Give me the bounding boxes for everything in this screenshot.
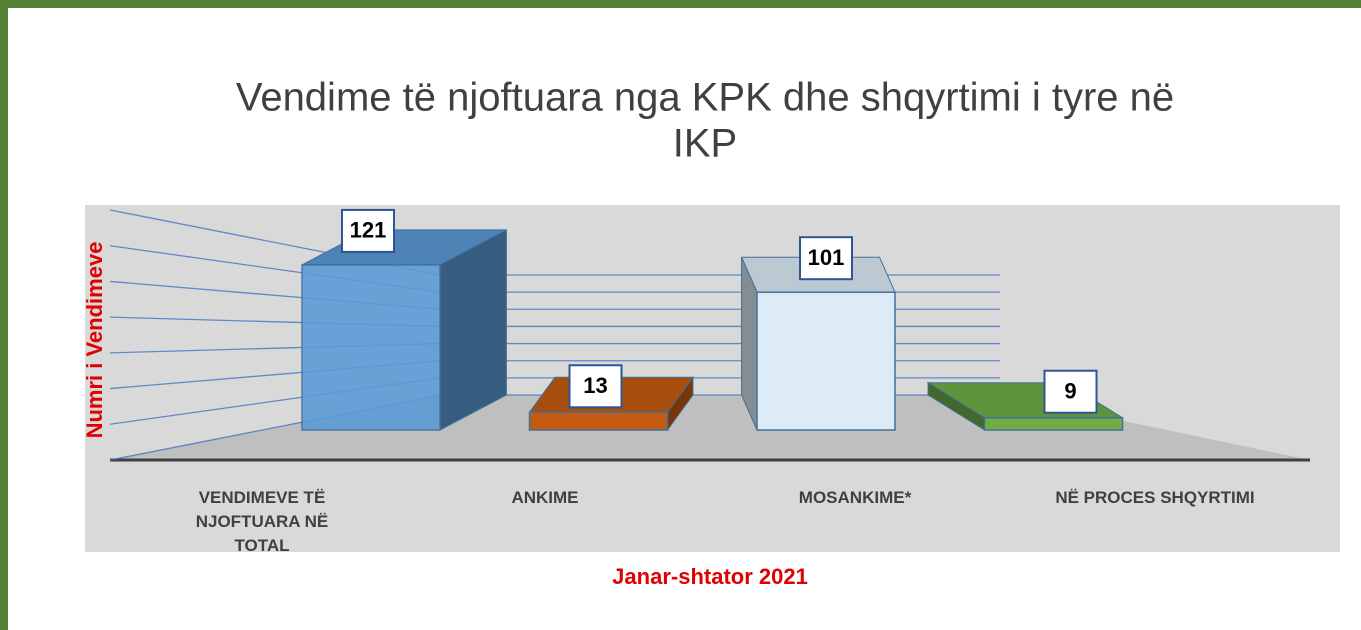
- bar-side: [439, 229, 507, 431]
- y-axis-label: Numri i Vendimeve: [82, 242, 107, 439]
- data-label: 121: [350, 218, 387, 243]
- data-label-box: [341, 208, 395, 253]
- x-axis-label: Janar-shtator 2021: [612, 564, 808, 589]
- x-tick-label: ANKIME: [511, 488, 579, 507]
- bar-front: [301, 264, 441, 431]
- x-tick-label: MOSANKIME*: [798, 488, 912, 507]
- chart-title-line: IKP: [673, 122, 737, 166]
- data-label-box: [1043, 369, 1098, 414]
- x-tick-label: NË PROCES SHQYRTIMI: [1055, 488, 1255, 507]
- data-label: 9: [1064, 379, 1076, 404]
- bar: [301, 229, 507, 431]
- x-tick-label: VENDIMEVE TË NJOFTUARA NË TOTAL: [195, 488, 329, 555]
- chart-title: Vendime të njoftuara nga KPK dhe shqyrti…: [236, 76, 1174, 120]
- data-label: 101: [808, 245, 845, 270]
- bar-front: [528, 411, 669, 431]
- bar-front: [983, 416, 1124, 431]
- bar: [740, 256, 896, 431]
- data-label-box: [568, 364, 623, 409]
- data-label: 13: [583, 373, 607, 398]
- data-label-box: [799, 236, 853, 281]
- bar-front: [756, 291, 896, 431]
